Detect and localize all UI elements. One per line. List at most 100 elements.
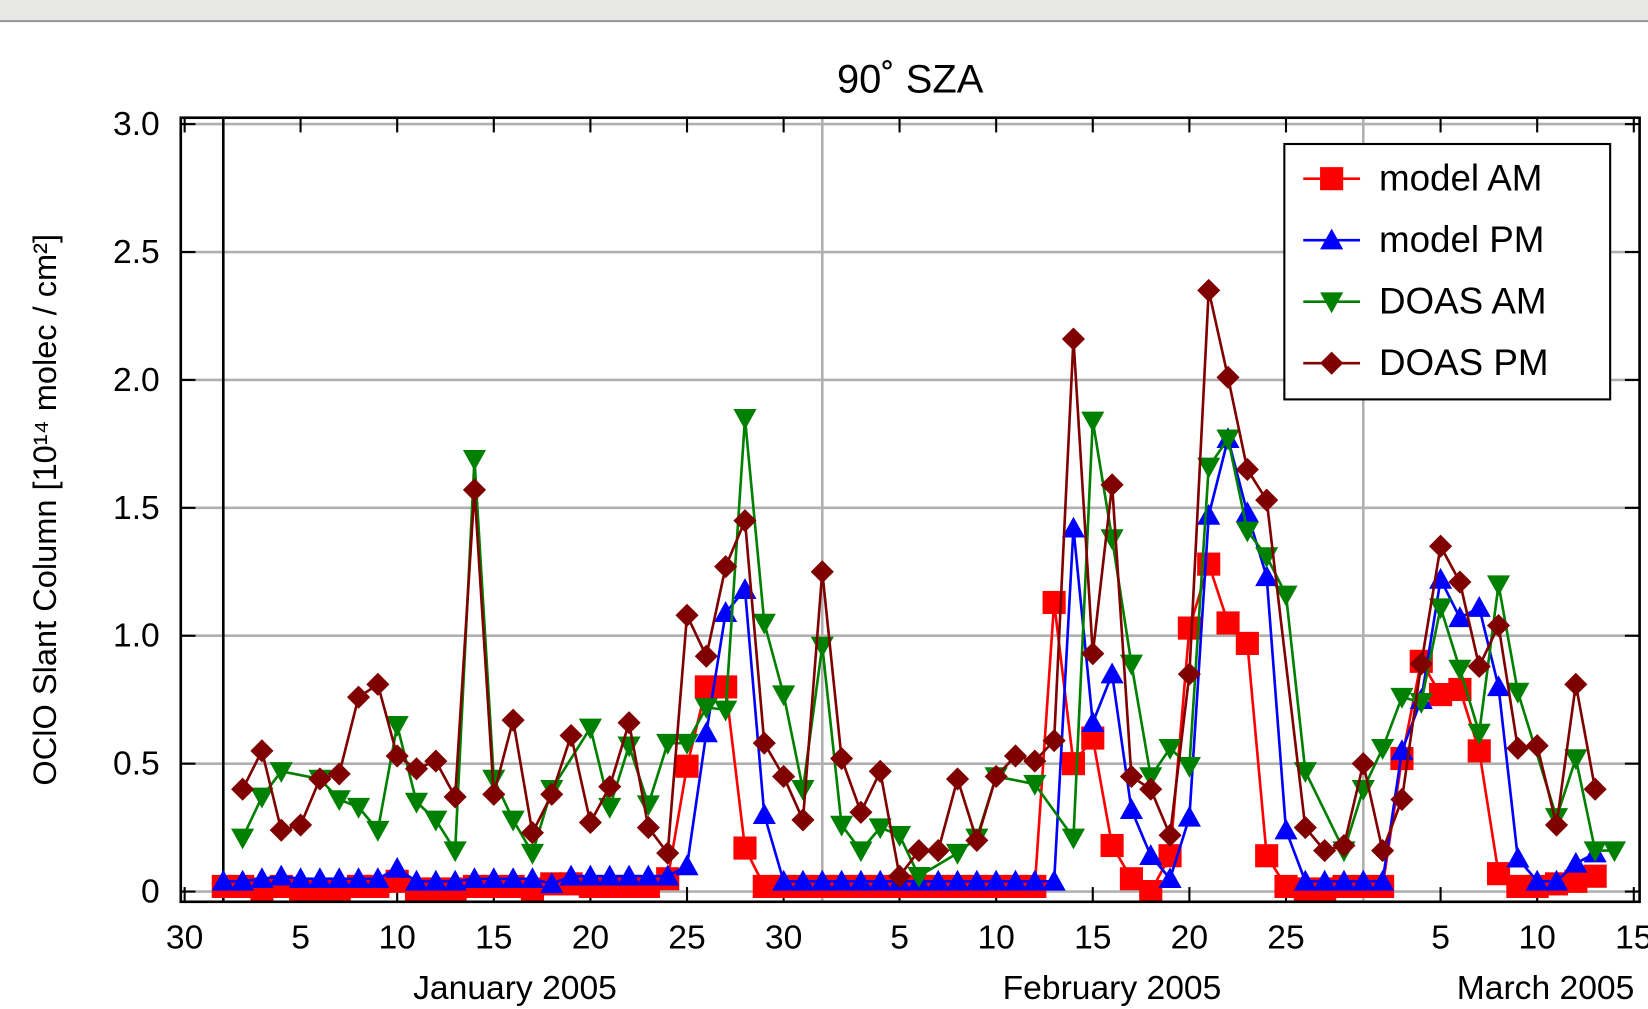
marker xyxy=(733,409,757,430)
marker xyxy=(520,821,544,845)
marker xyxy=(945,869,970,891)
marker xyxy=(1320,228,1344,250)
marker xyxy=(675,603,699,627)
marker xyxy=(752,874,776,898)
marker xyxy=(810,869,834,891)
marker xyxy=(462,478,487,502)
marker xyxy=(598,775,622,799)
marker xyxy=(1351,752,1375,776)
marker xyxy=(1100,833,1124,858)
marker xyxy=(1564,869,1588,893)
y-tick-label: 0.5 xyxy=(113,746,160,783)
marker xyxy=(1003,869,1028,891)
marker xyxy=(1274,585,1298,607)
x-tick-label: 10 xyxy=(378,920,415,957)
marker xyxy=(269,864,293,886)
marker xyxy=(675,854,699,876)
marker xyxy=(346,797,371,819)
marker xyxy=(945,767,970,791)
marker xyxy=(849,869,873,891)
marker xyxy=(1390,687,1414,709)
marker xyxy=(1274,818,1298,840)
marker xyxy=(1506,736,1530,760)
marker xyxy=(1583,777,1607,801)
marker xyxy=(1293,816,1317,840)
marker xyxy=(1313,839,1337,863)
marker xyxy=(1119,867,1143,891)
marker xyxy=(868,818,892,840)
marker xyxy=(482,782,506,806)
x-tick-label: 5 xyxy=(291,920,310,957)
marker xyxy=(1486,862,1511,886)
marker xyxy=(1081,642,1105,666)
marker xyxy=(482,867,506,889)
marker xyxy=(1119,654,1143,676)
marker xyxy=(1467,596,1491,617)
marker xyxy=(1177,805,1201,827)
marker xyxy=(1139,879,1163,902)
x-group-label: March 2005 xyxy=(1457,970,1635,1007)
y-tick-label: 1.5 xyxy=(113,490,160,527)
x-tick-label: 5 xyxy=(1431,920,1450,957)
series-line xyxy=(241,418,1615,879)
header-band xyxy=(0,0,1648,22)
marker xyxy=(501,867,525,889)
marker xyxy=(231,869,255,891)
marker xyxy=(1429,683,1453,707)
marker xyxy=(1583,841,1607,863)
marker xyxy=(1544,869,1569,891)
marker xyxy=(366,820,390,842)
marker xyxy=(1429,598,1453,620)
marker xyxy=(733,578,757,599)
marker xyxy=(791,808,815,832)
marker xyxy=(424,810,448,832)
plot-frame xyxy=(179,116,1641,904)
series-line xyxy=(241,290,1597,880)
marker xyxy=(752,731,776,755)
x-tick-label: 30 xyxy=(166,920,203,957)
marker xyxy=(656,733,680,755)
marker xyxy=(1467,723,1491,745)
marker xyxy=(1371,839,1395,863)
marker xyxy=(1177,616,1201,640)
marker xyxy=(1023,774,1047,796)
marker xyxy=(578,718,602,740)
marker xyxy=(1139,844,1163,865)
marker xyxy=(250,867,274,889)
marker xyxy=(1255,488,1279,512)
marker xyxy=(443,785,467,809)
marker xyxy=(636,864,660,886)
marker xyxy=(346,685,371,709)
marker xyxy=(1409,652,1433,676)
marker xyxy=(1429,567,1453,589)
marker xyxy=(1274,874,1298,898)
marker xyxy=(810,560,834,584)
marker xyxy=(308,867,332,889)
x-tick-label: 20 xyxy=(1171,920,1208,957)
marker xyxy=(424,869,448,891)
marker xyxy=(1564,749,1588,771)
marker xyxy=(1525,869,1549,891)
marker xyxy=(636,816,660,840)
marker xyxy=(1429,534,1453,558)
x-tick-label: 20 xyxy=(572,920,609,957)
marker xyxy=(250,787,274,809)
marker xyxy=(1061,752,1086,776)
marker xyxy=(1255,844,1279,868)
marker xyxy=(694,644,718,668)
x-tick-label: 15 xyxy=(475,920,512,957)
marker xyxy=(694,698,718,719)
legend-label: model PM xyxy=(1379,219,1545,260)
marker xyxy=(1506,846,1530,868)
marker xyxy=(1197,278,1221,302)
marker xyxy=(1583,864,1607,888)
marker xyxy=(752,613,776,635)
marker xyxy=(404,792,429,814)
marker xyxy=(1351,869,1375,891)
x-group-label: January 2005 xyxy=(413,970,617,1007)
marker xyxy=(830,869,854,891)
marker xyxy=(1216,365,1240,389)
y-tick-label: 0 xyxy=(141,874,160,911)
legend-label: DOAS PM xyxy=(1379,342,1549,383)
